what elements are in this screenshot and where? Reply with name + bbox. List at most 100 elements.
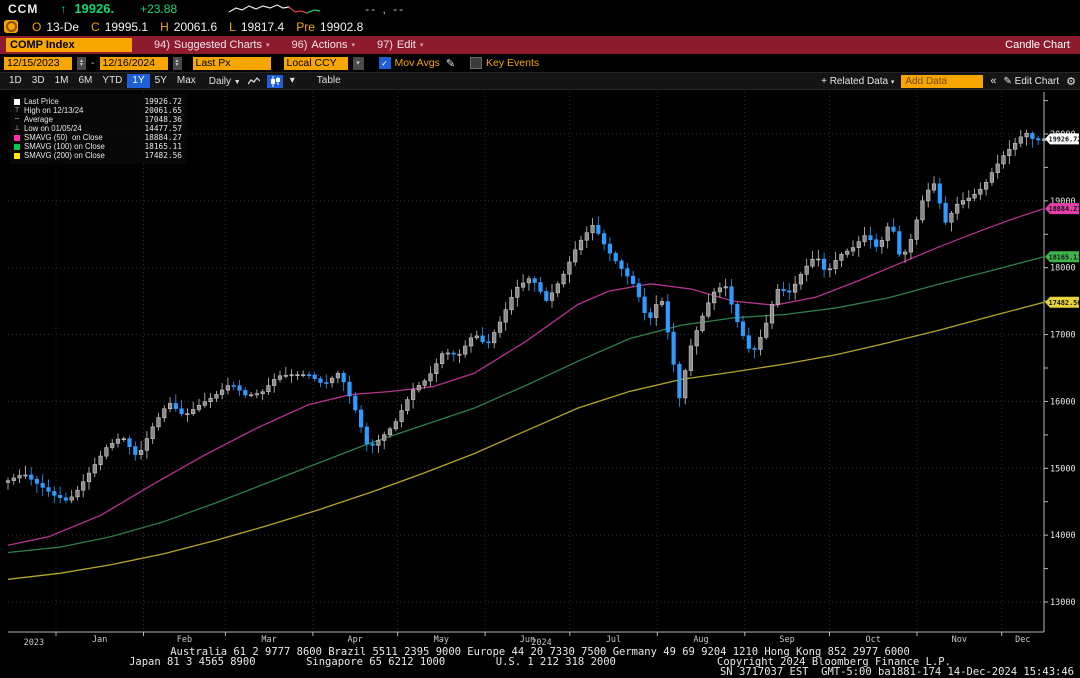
svg-text:17000: 17000 bbox=[1050, 331, 1076, 341]
svg-text:18000: 18000 bbox=[1050, 264, 1076, 274]
legend-row: ⊥ Low on 01/05/24 14477.57 bbox=[14, 124, 182, 133]
frequency-dropdown[interactable]: Daily ▼ bbox=[208, 75, 241, 87]
controls-row: ▲▼ - ▲▼ ▾ ✓ Mov Avgs ✎ Key Events bbox=[0, 54, 1080, 72]
ohlc-pre: Pre 19902.8 bbox=[296, 19, 364, 34]
svg-text:17482.56: 17482.56 bbox=[1049, 299, 1080, 307]
edit-mov-avgs-icon[interactable]: ✎ bbox=[445, 57, 456, 70]
svg-text:Oct: Oct bbox=[866, 635, 881, 645]
svg-text:Mar: Mar bbox=[261, 635, 276, 645]
svg-text:Sep: Sep bbox=[779, 635, 794, 645]
line-chart-icon[interactable] bbox=[246, 75, 262, 88]
collapse-panel-button[interactable]: « bbox=[990, 75, 997, 87]
legend-row: SMAVG (200) on Close 17482.56 bbox=[14, 151, 182, 160]
menubar: 94)Suggested Charts▾96)Actions▾97)Edit▾ … bbox=[0, 36, 1080, 54]
legend-marker-square bbox=[14, 134, 20, 141]
svg-text:18884.27: 18884.27 bbox=[1049, 205, 1080, 213]
legend-row: ⊤ High on 12/13/24 20061.65 bbox=[14, 106, 182, 115]
price-field-input[interactable] bbox=[192, 56, 271, 70]
svg-text:15000: 15000 bbox=[1050, 464, 1076, 474]
svg-text:14000: 14000 bbox=[1050, 531, 1076, 541]
legend-row: SMAVG (50) on Close 18884.27 bbox=[14, 133, 182, 142]
svg-text:Jan: Jan bbox=[92, 635, 107, 645]
chart-type-label: Candle Chart bbox=[1005, 39, 1070, 51]
legend-marker-avg: ╌ bbox=[14, 116, 20, 123]
currency-input[interactable] bbox=[283, 56, 348, 70]
mov-avgs-label: Mov Avgs bbox=[394, 57, 440, 69]
svg-text:Apr: Apr bbox=[348, 635, 363, 645]
ohlc-c: C 19995.1 bbox=[91, 19, 149, 34]
chart-legend: Last Price 19926.72 ⊤ High on 12/13/24 20061… bbox=[10, 94, 187, 164]
ohlc-l: L 19817.4 bbox=[229, 19, 285, 34]
svg-text:Jun: Jun bbox=[520, 635, 535, 645]
quote-dashes: -- , -- bbox=[365, 1, 406, 16]
footer-contact-line1: Australia 61 2 9777 8600 Brazil 5511 239… bbox=[170, 646, 910, 658]
period-max[interactable]: Max bbox=[176, 75, 196, 86]
menu-actions[interactable]: 96) Actions ▾ bbox=[291, 39, 355, 51]
ohlc-row: O 13-De C 19995.1 H 20061.6 L 19817.4 Pre 19902.8 bbox=[0, 17, 1080, 36]
table-button[interactable]: Table bbox=[316, 75, 341, 86]
svg-text:Feb: Feb bbox=[177, 635, 192, 645]
legend-row: ╌ Average 17048.36 bbox=[14, 115, 182, 124]
legend-marker-low: ⊥ bbox=[14, 125, 21, 132]
currency-dropdown-button[interactable]: ▾ bbox=[352, 56, 364, 70]
ohlc-values: O 13-De C 19995.1 H 20061.6 L 19817.4 Pre 19902.8 bbox=[32, 20, 373, 34]
menu-edit[interactable]: 97) Edit ▾ bbox=[376, 39, 424, 51]
ohlc-h: H 20061.6 bbox=[160, 19, 218, 34]
price-chart-svg[interactable]: 1300014000150001600017000180001900020000… bbox=[0, 90, 1080, 646]
legend-marker-square bbox=[14, 143, 20, 150]
mov-avgs-checkbox[interactable]: ✓ bbox=[378, 57, 391, 69]
legend-row: SMAVG (100) on Close 18165.11 bbox=[14, 142, 182, 151]
period-1d[interactable]: 1D bbox=[9, 75, 22, 86]
chart-toolbar: 1D 3D 1M 6M YTD 1Y 5Y Max Daily ▼ ▾ Table + Rel… bbox=[0, 72, 1080, 90]
menu-items: 94) Suggested Charts ▾ 96) Actions ▾ 97) Edit ▾ bbox=[132, 39, 423, 51]
add-data-input[interactable] bbox=[901, 74, 984, 88]
ticker-symbol: CCM bbox=[8, 1, 39, 16]
svg-text:19000: 19000 bbox=[1050, 197, 1076, 207]
key-events-label: Key Events bbox=[486, 57, 540, 69]
legend-marker-square bbox=[14, 98, 20, 105]
candle-chart-icon[interactable] bbox=[266, 74, 283, 88]
period-6m[interactable]: 6M bbox=[78, 75, 93, 86]
menu-suggested-charts[interactable]: 94) Suggested Charts ▾ bbox=[154, 39, 270, 51]
price-change: +23.88 bbox=[140, 1, 178, 16]
svg-text:Nov: Nov bbox=[952, 635, 967, 645]
related-data-button[interactable]: + Related Data ▾ bbox=[821, 75, 895, 87]
date-from-spinner[interactable]: ▲ ▼ bbox=[77, 56, 86, 70]
period-1y[interactable]: 1Y bbox=[127, 74, 150, 88]
date-range-separator: - bbox=[91, 57, 95, 69]
key-events-checkbox[interactable] bbox=[470, 57, 483, 69]
svg-text:2024: 2024 bbox=[531, 638, 551, 646]
quote-row: CCM ↑ 19926. +23.88 -- , -- bbox=[0, 0, 1080, 17]
period-5y[interactable]: 5Y bbox=[154, 75, 167, 86]
svg-text:Aug: Aug bbox=[693, 635, 708, 645]
chart-area[interactable]: 1300014000150001600017000180001900020000… bbox=[0, 90, 1080, 646]
period-1m[interactable]: 1M bbox=[54, 75, 69, 86]
svg-text:2023: 2023 bbox=[24, 638, 44, 646]
svg-text:May: May bbox=[434, 635, 449, 645]
svg-text:13000: 13000 bbox=[1050, 598, 1076, 608]
svg-text:16000: 16000 bbox=[1050, 397, 1076, 407]
security-input[interactable] bbox=[6, 38, 132, 52]
edit-chart-button[interactable]: ✎ Edit Chart bbox=[1003, 75, 1060, 87]
chart-settings-gear-icon[interactable]: ⚙ bbox=[1066, 75, 1076, 88]
period-3d[interactable]: 3D bbox=[31, 75, 45, 86]
chart-type-more-button[interactable]: ▾ bbox=[289, 75, 295, 86]
svg-text:19926.72: 19926.72 bbox=[1049, 136, 1080, 144]
mini-sparkline bbox=[227, 2, 323, 16]
date-from-input[interactable] bbox=[4, 56, 72, 70]
svg-text:18165.11: 18165.11 bbox=[1049, 253, 1080, 261]
date-to-input[interactable] bbox=[99, 56, 168, 70]
terminal-footer: Australia 61 2 9777 8600 Brazil 5511 239… bbox=[0, 646, 1080, 678]
svg-text:Dec: Dec bbox=[1015, 635, 1030, 645]
legend-marker-high: ⊤ bbox=[14, 107, 21, 114]
legend-row: Last Price 19926.72 bbox=[14, 97, 182, 106]
security-status-icon[interactable] bbox=[4, 20, 18, 33]
period-ytd[interactable]: YTD bbox=[102, 75, 123, 86]
footer-contact-line2: Japan 81 3 4565 8900 Singapore 65 6212 1… bbox=[129, 656, 951, 668]
ohlc-o: O 13-De bbox=[32, 19, 80, 34]
date-to-spinner[interactable]: ▲ ▼ bbox=[172, 56, 182, 70]
legend-marker-square bbox=[14, 152, 20, 159]
footer-session-info: SN 3717037 EST GMT-5:00 ba1881-174 14-De… bbox=[719, 666, 1074, 678]
up-arrow-icon: ↑ bbox=[60, 1, 67, 16]
period-buttons: 1D 3D 1M 6M YTD 1Y 5Y Max bbox=[4, 74, 201, 88]
